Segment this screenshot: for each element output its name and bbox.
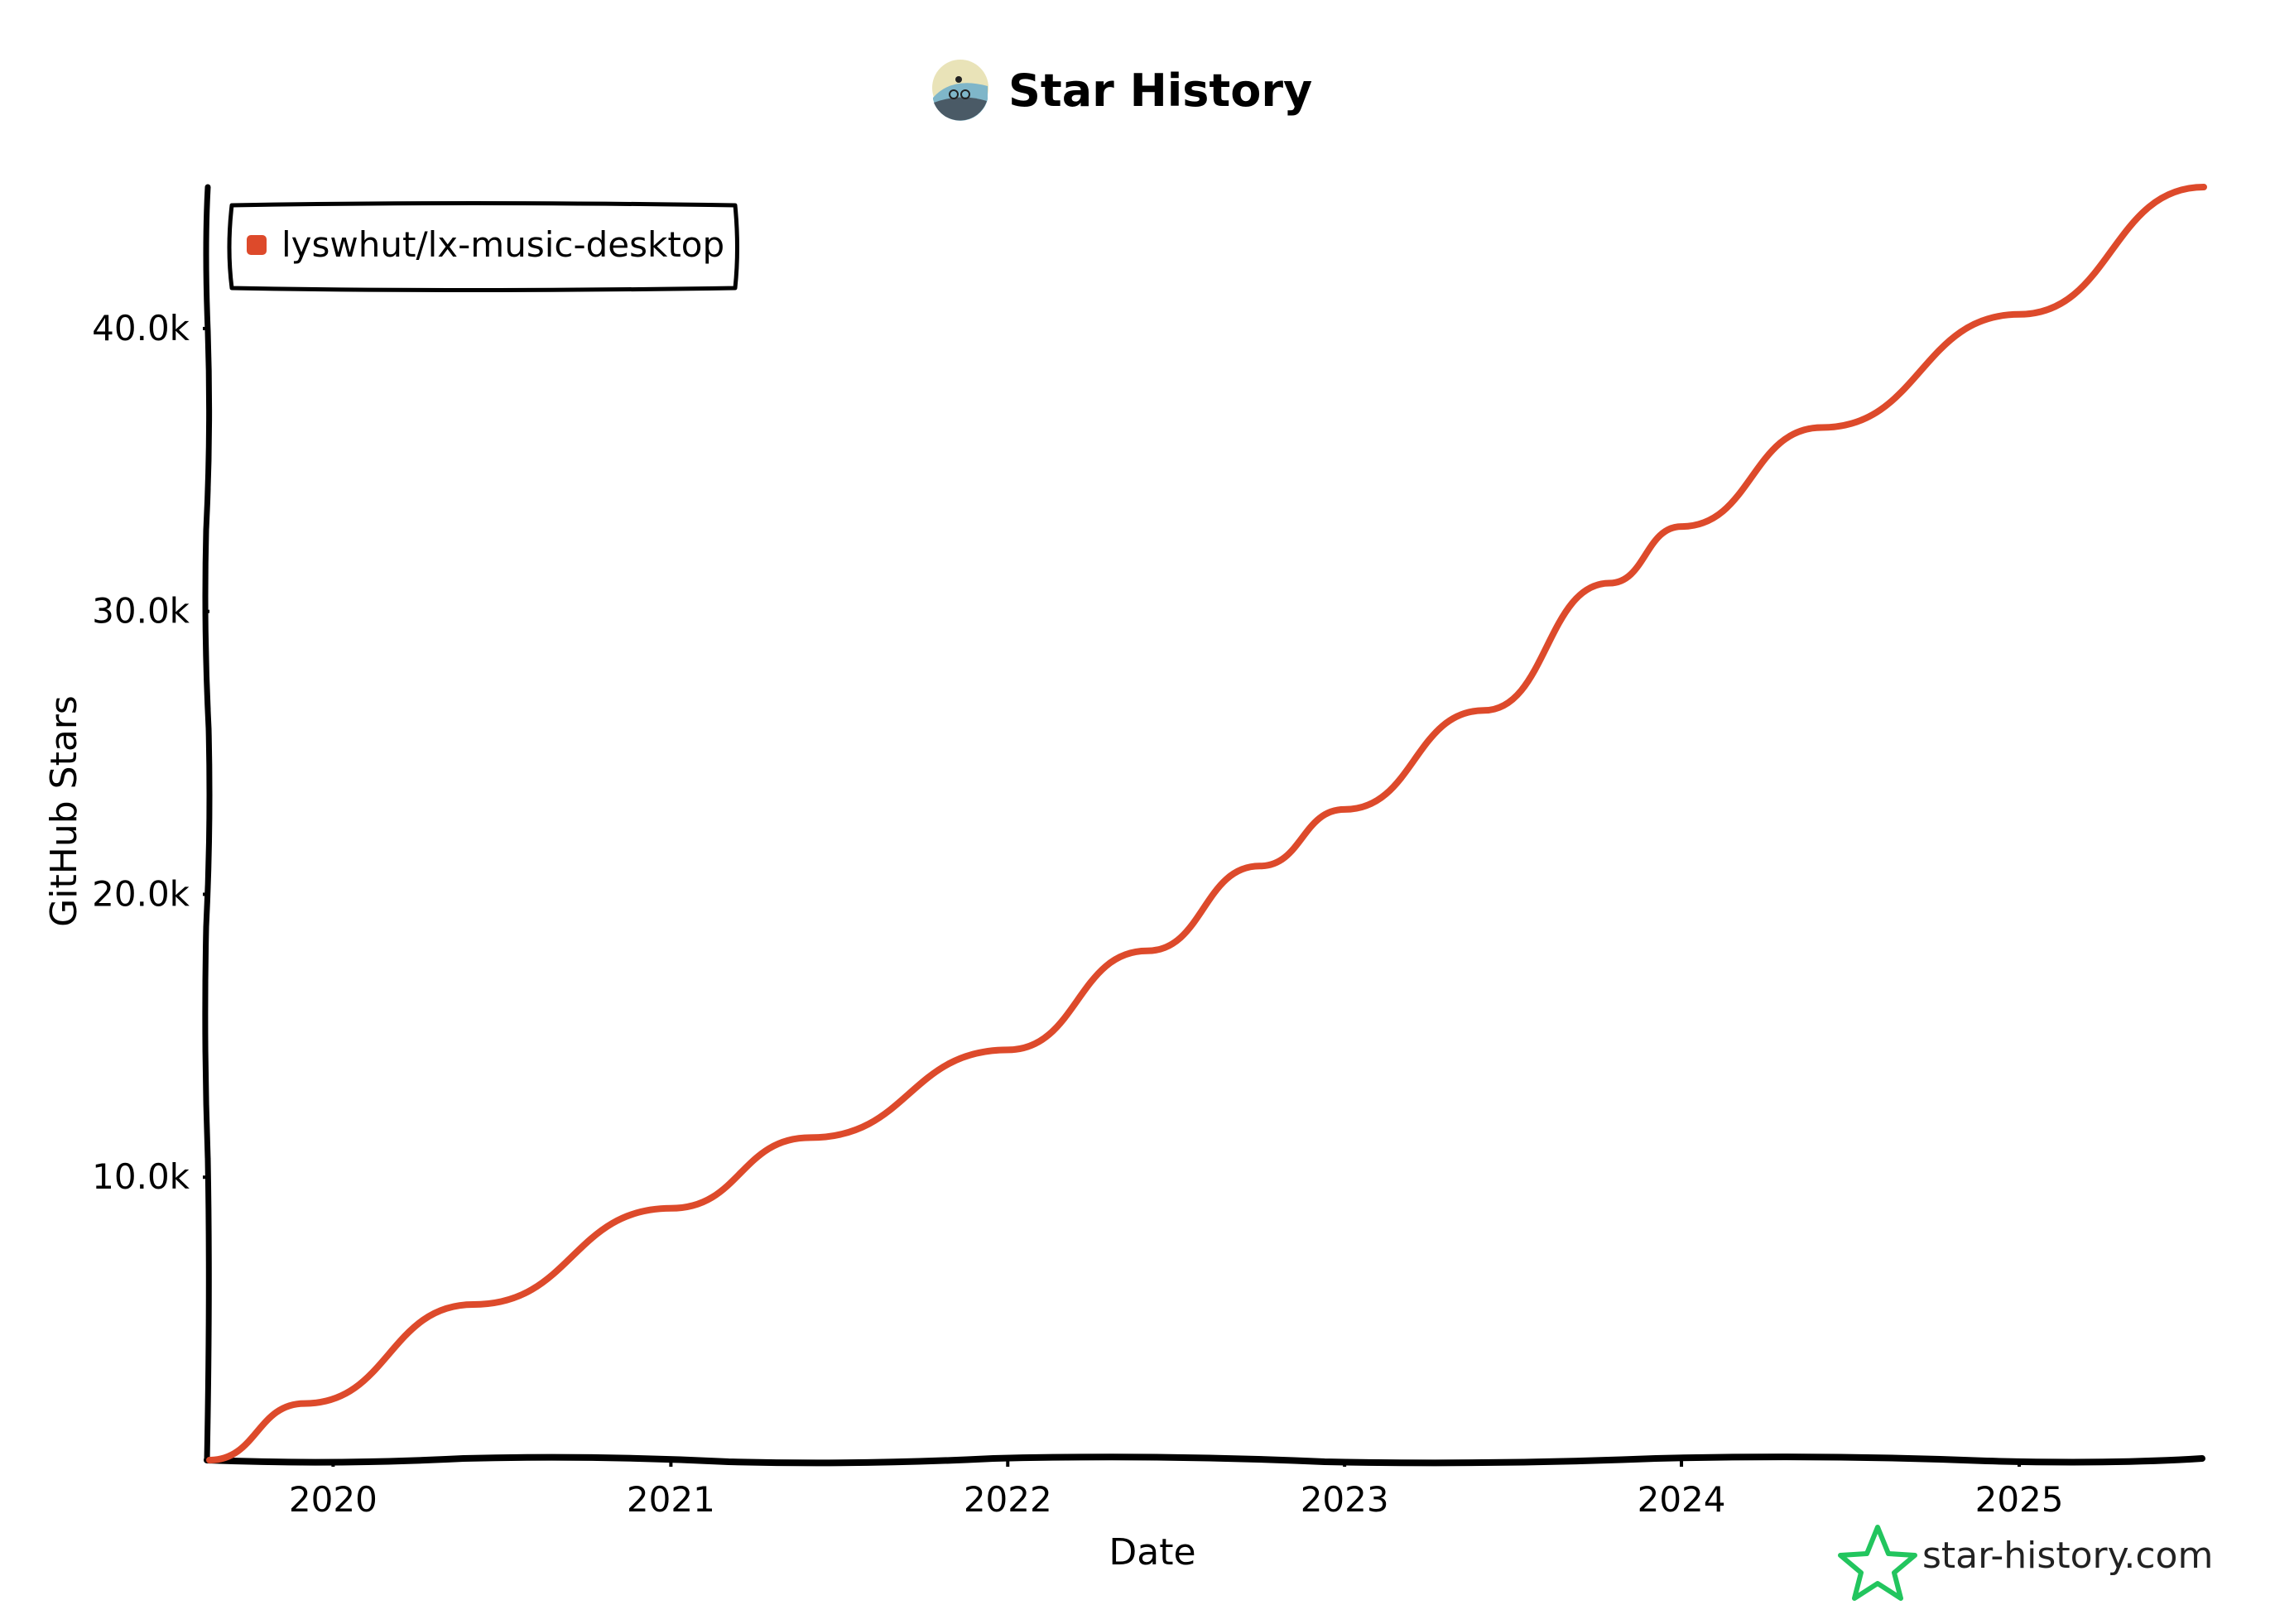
brand-link[interactable]: star-history.com: [1922, 1535, 2213, 1577]
x-axis-title: Date: [1109, 1531, 1195, 1574]
y-axis-title: GitHub Stars: [43, 695, 85, 927]
y-tick-label: 30.0k: [92, 591, 190, 632]
chart-title: Star History: [1008, 65, 1312, 117]
x-axis-line: [204, 1453, 2205, 1467]
legend-label: lyswhut/lx-music-desktop: [281, 224, 724, 265]
y-tick-label: 20.0k: [92, 873, 190, 914]
y-axis-line: [202, 184, 213, 1463]
series-layer: [206, 184, 2207, 1463]
x-tick-label: 2025: [1975, 1479, 2064, 1520]
y-tick-label: 10.0k: [92, 1156, 190, 1197]
x-axis: 2020 2021 2022 2023 2024 2025: [204, 1453, 2205, 1520]
y-tick-label: 40.0k: [92, 308, 190, 348]
x-tick-label: 2021: [627, 1479, 715, 1520]
x-tick-label: 2024: [1638, 1479, 1726, 1520]
avatar-icon: [932, 60, 988, 121]
x-tick-label: 2020: [289, 1479, 378, 1520]
x-tick-label: 2022: [964, 1479, 1052, 1520]
x-tick-label: 2023: [1301, 1479, 1389, 1520]
legend: lyswhut/lx-music-desktop: [227, 201, 739, 292]
chart-header: Star History: [932, 60, 1312, 121]
star-outline-icon: [1838, 1525, 1917, 1601]
brand-footer[interactable]: star-history.com: [1838, 1525, 2213, 1601]
series-line: [206, 184, 2207, 1463]
legend-box: [227, 201, 739, 292]
legend-swatch: [247, 235, 267, 255]
y-axis: 10.0k 20.0k 30.0k 40.0k: [92, 184, 213, 1463]
